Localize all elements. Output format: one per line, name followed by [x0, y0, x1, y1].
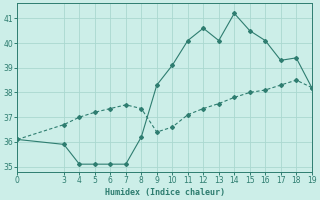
- X-axis label: Humidex (Indice chaleur): Humidex (Indice chaleur): [105, 188, 225, 197]
